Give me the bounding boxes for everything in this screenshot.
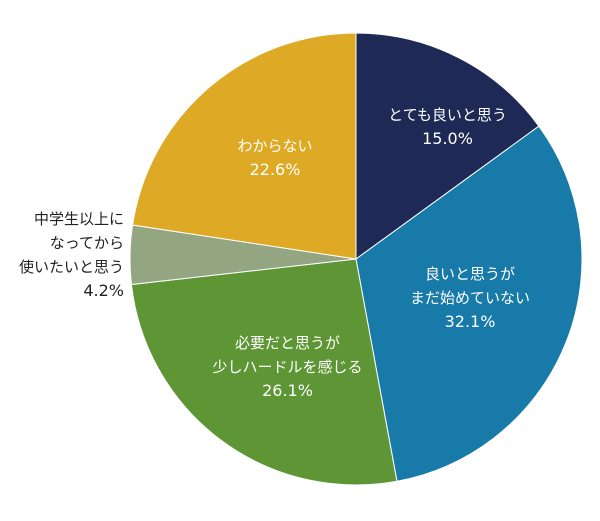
label-junior-high-pct: 4.2%	[83, 281, 124, 300]
label-junior-high-line3: 使いたいと思う	[18, 258, 124, 276]
slice-hurdle	[130, 258, 398, 486]
label-junior-high-line1: 中学生以上に	[33, 210, 124, 228]
label-very-good: とても良いと思う 15.0%	[355, 103, 540, 151]
label-good-not-started-pct: 32.1%	[444, 312, 496, 331]
label-junior-high: 中学生以上に なってから 使いたいと思う 4.2%	[0, 207, 124, 303]
slice-good-not-started	[355, 125, 583, 482]
label-hurdle-pct: 26.1%	[262, 381, 313, 400]
label-dont-know: わからない 22.6%	[200, 134, 350, 182]
label-hurdle-line2: 少しハードルを感じる	[212, 358, 363, 376]
label-dont-know-text: わからない	[237, 137, 313, 155]
slice-dont-know	[131, 32, 357, 260]
label-junior-high-line2: なってから	[49, 234, 124, 252]
label-hurdle: 必要だと思うが 少しハードルを感じる 26.1%	[180, 331, 395, 403]
label-good-not-started: 良いと思うが まだ始めていない 32.1%	[380, 262, 560, 334]
slice-very-good	[355, 32, 540, 260]
label-good-not-started-line2: まだ始めていない	[409, 289, 530, 307]
label-dont-know-pct: 22.6%	[249, 160, 301, 179]
label-very-good-pct: 15.0%	[422, 129, 473, 148]
label-good-not-started-line1: 良いと思うが	[424, 265, 515, 283]
label-hurdle-line1: 必要だと思うが	[234, 334, 340, 352]
label-very-good-text: とても良いと思う	[388, 106, 507, 124]
